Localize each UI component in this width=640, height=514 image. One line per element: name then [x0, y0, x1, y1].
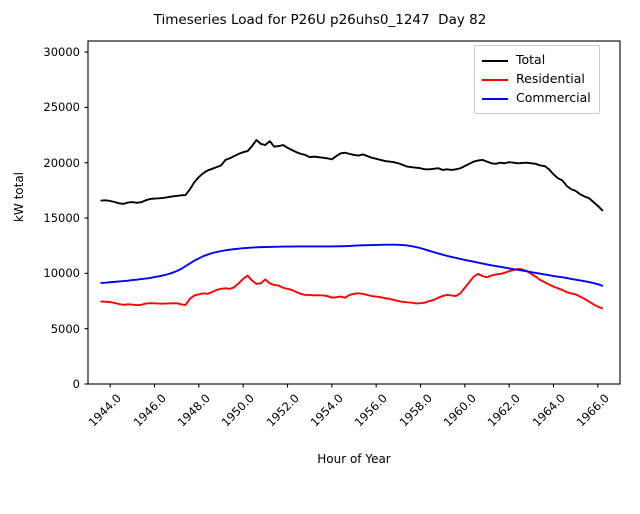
plot-area [84, 40, 621, 388]
legend-swatch-icon [482, 78, 508, 81]
legend-label: Total [516, 52, 546, 68]
y-tick-label: 25000 [43, 100, 80, 115]
y-tick-label: 15000 [43, 211, 80, 226]
chart-legend: Total Residential Commercial [474, 45, 600, 114]
y-tick-label: 5000 [50, 321, 80, 336]
chart-figure: Timeseries Load for P26U p26uhs0_1247 Da… [12, 12, 621, 466]
axes-border [87, 40, 621, 385]
series-line-total [100, 139, 604, 212]
y-tick-label: 0 [72, 377, 80, 391]
y-axis-label: kW total [12, 171, 26, 223]
y-tick-label: 20000 [43, 155, 80, 170]
legend-item-commercial[interactable]: Commercial [482, 89, 591, 108]
legend-item-total[interactable]: Total [482, 51, 591, 70]
x-tick-marks [109, 384, 599, 388]
series-line-residential [100, 267, 604, 310]
series-line-commercial [100, 243, 604, 287]
legend-swatch-icon [482, 59, 508, 62]
legend-label: Residential [516, 71, 585, 87]
y-tick-marks [84, 51, 88, 385]
chart-title: Timeseries Load for P26U p26uhs0_1247 Da… [153, 12, 487, 28]
legend-label: Commercial [516, 90, 591, 106]
y-tick-label: 10000 [43, 266, 80, 281]
y-tick-label: 30000 [43, 45, 80, 60]
legend-item-residential[interactable]: Residential [482, 70, 591, 89]
legend-swatch-icon [482, 97, 508, 100]
x-axis-label: Hour of Year [317, 452, 391, 466]
axes-frame [87, 40, 621, 385]
series-lines [100, 139, 604, 310]
